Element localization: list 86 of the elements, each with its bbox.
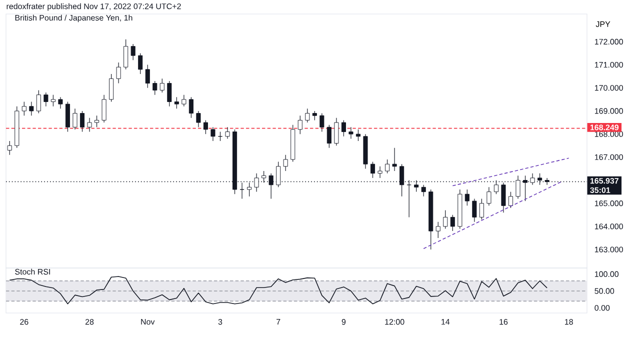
candlestick (472, 198, 477, 222)
y-tick-label: 164.000 (594, 224, 623, 230)
candlestick (109, 74, 114, 102)
candlestick (29, 101, 34, 116)
candlestick (152, 80, 158, 96)
candlestick (160, 78, 164, 93)
candlestick (58, 96, 63, 109)
y-tick-label: 169.000 (594, 108, 623, 114)
y-tick-label: 168.000 (594, 131, 623, 137)
candlestick (501, 182, 506, 213)
ref-line-label: 165.937 (590, 178, 618, 184)
candlestick (50, 94, 56, 107)
candlestick (130, 44, 136, 60)
x-tick-label: 7 (276, 319, 280, 325)
y-axis-title: JPY (596, 21, 610, 27)
candlestick (167, 80, 172, 107)
text: redoxfrater published Nov 17, 2022 07:24 UTC+2 (6, 3, 181, 11)
candlestick (283, 154, 288, 172)
x-tick-label: 12:00 (385, 319, 404, 325)
x-tick-label: Nov (141, 319, 155, 325)
candlestick (174, 96, 179, 109)
candlestick (494, 180, 498, 194)
y-tick-label: 100.00 (594, 271, 619, 277)
candlestick (348, 126, 354, 139)
y-tick-label: 165.000 (594, 200, 623, 206)
candlestick (102, 94, 106, 123)
x-tick-label: 9 (342, 319, 346, 325)
candlestick (356, 129, 360, 142)
chart-title: British Pound / Japanese Yen, 1h (15, 14, 132, 22)
candlestick (36, 90, 41, 114)
candlestick (479, 198, 484, 220)
candlestick (44, 92, 48, 107)
candlestick (210, 126, 216, 142)
candlestick (240, 182, 244, 200)
y-tick-label: 50.00 (594, 288, 614, 294)
candlestick (145, 64, 150, 88)
candlestick (182, 94, 186, 107)
candlestick (87, 118, 92, 132)
candlestick (464, 189, 470, 206)
y-tick-label: 0.00 (594, 305, 610, 311)
candlestick (312, 110, 317, 121)
x-tick-label: 28 (85, 319, 94, 325)
candlestick (326, 124, 332, 148)
candlestick (421, 184, 426, 197)
candlestick (124, 39, 128, 70)
candlestick (486, 186, 492, 206)
x-tick-label: 14 (442, 319, 450, 325)
candlestick (370, 161, 376, 178)
y-tick-label: 170.000 (594, 85, 623, 91)
chart-title: Stoch RSI (15, 268, 50, 275)
candlestick (508, 192, 514, 208)
candlestick (392, 148, 397, 172)
candlestick (22, 101, 26, 116)
candlestick (334, 118, 339, 146)
candlestick (225, 126, 230, 139)
line-series (9, 276, 548, 304)
text: 35:01 (590, 187, 610, 193)
candlestick (196, 110, 201, 128)
candlestick (188, 96, 194, 118)
candlestick (305, 108, 310, 123)
candlestick (94, 115, 100, 128)
candlestick (138, 52, 143, 74)
x-tick-label: 16 (500, 319, 508, 325)
candlestick (385, 159, 390, 174)
y-tick-label: 172.000 (594, 38, 623, 45)
candlestick (298, 115, 302, 134)
candlestick (436, 222, 440, 238)
candlestick (450, 214, 455, 232)
x-tick-label: 18 (564, 319, 573, 325)
y-tick-label: 167.000 (594, 154, 623, 160)
x-tick-label: 26 (20, 319, 28, 325)
y-tick-label: 171.000 (594, 62, 623, 68)
candlestick (378, 166, 382, 178)
ref-line-label: 168.249 (590, 124, 619, 130)
candlestick (247, 182, 252, 197)
candlestick (341, 120, 346, 137)
candlestick (203, 120, 208, 134)
candlestick (72, 108, 78, 130)
candlestick (80, 110, 85, 132)
x-tick-label: 3 (218, 319, 222, 325)
candlestick (65, 101, 70, 132)
candlestick (443, 210, 448, 230)
candlestick (116, 62, 121, 84)
candlestick (7, 140, 12, 156)
y-tick-label: 163.000 (594, 246, 623, 252)
candlestick (320, 112, 324, 132)
